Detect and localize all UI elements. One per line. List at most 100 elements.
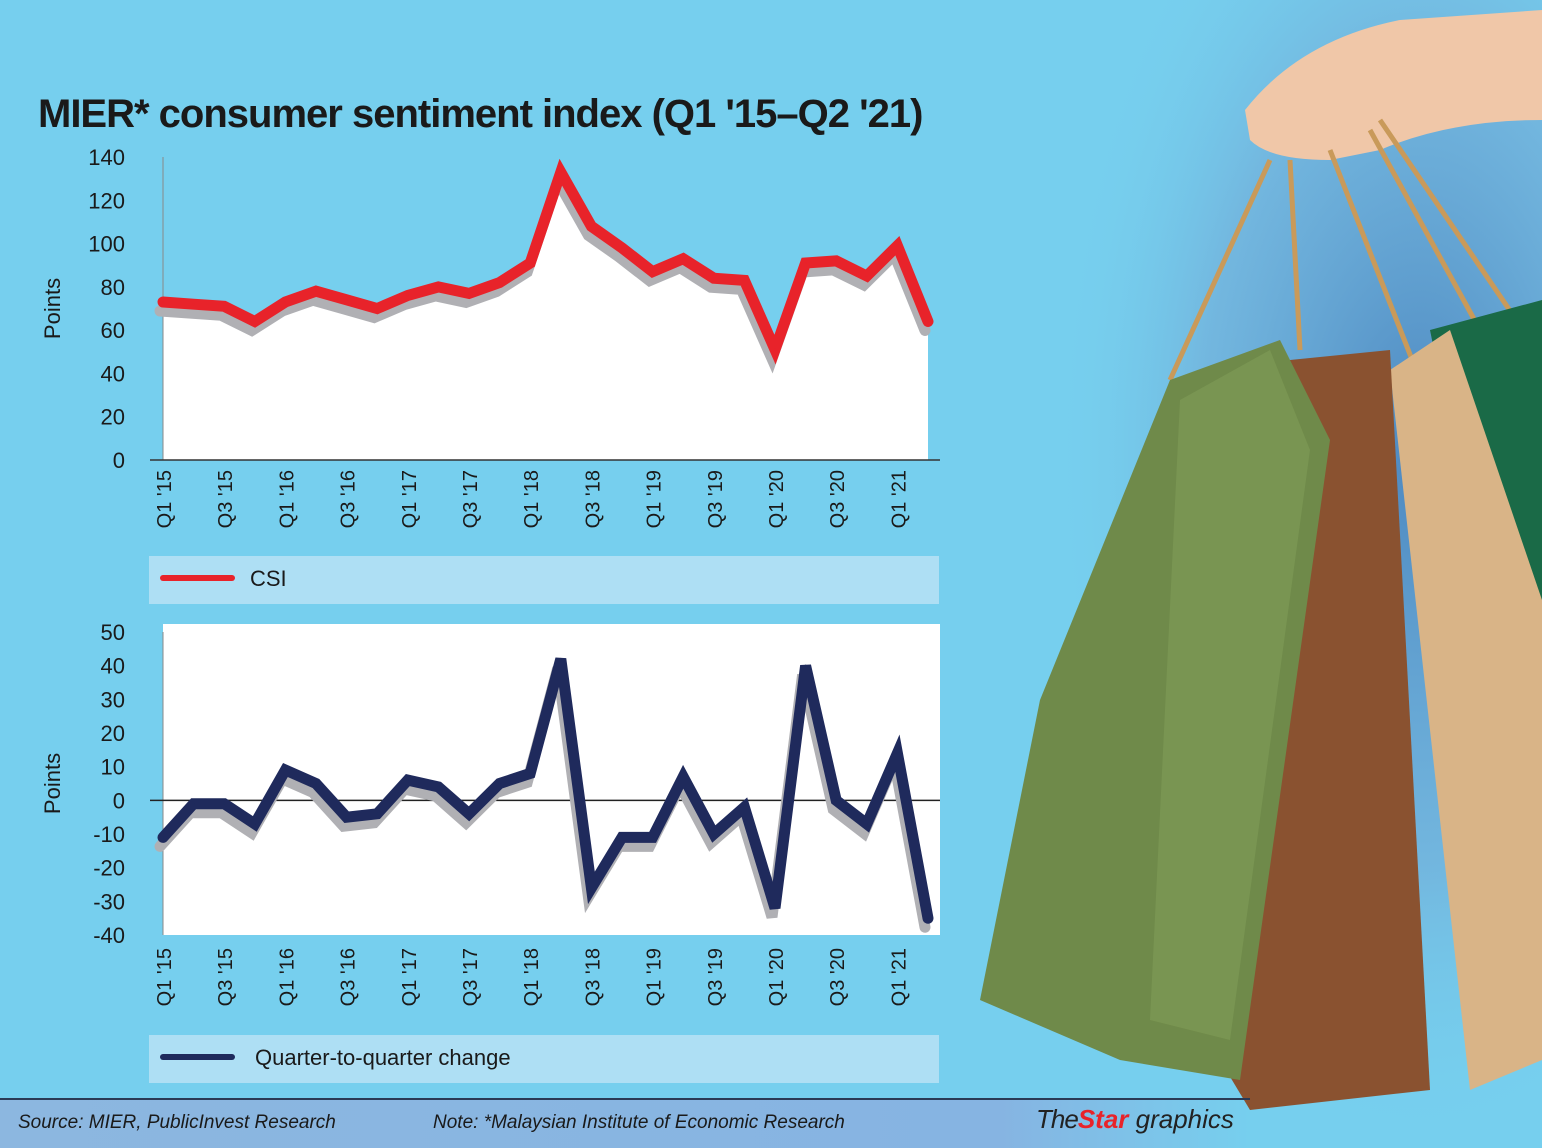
legend-label: Quarter-to-quarter change [255,1045,511,1070]
data-point [376,812,379,815]
logo-the: The [1036,1104,1079,1134]
data-point [162,301,164,304]
data-point [835,259,838,262]
data-point [498,281,501,284]
data-point [253,822,256,825]
data-point [804,262,807,265]
data-point [559,657,562,660]
data-point [284,769,287,772]
data-point [468,812,470,815]
data-point [651,270,654,273]
data-point [529,772,532,775]
chart-title: MIER* consumer sentiment index (Q1 '15–Q… [38,92,923,136]
note-text: Note: *Malaysian Institute of Economic R… [433,1112,845,1133]
legend-label: CSI [250,566,287,591]
y-tick-label: 10 [101,755,125,780]
data-point [223,802,226,805]
csi-area-fill [163,172,928,460]
data-point [896,752,899,755]
change-line [157,657,934,924]
data-point [621,836,623,839]
data-point [590,225,593,228]
x-tick-label: Q3 '20 [827,470,849,528]
data-point [223,305,226,308]
x-tick-label: Q1 '20 [766,948,788,1006]
x-tick-label: Q1 '21 [888,948,910,1006]
x-tick-label: Q3 '16 [338,470,360,528]
x-tick-label: Q3 '16 [338,948,360,1006]
x-tick-label: Q1 '18 [521,470,543,528]
data-point [865,275,868,278]
data-point [253,320,256,323]
y-tick-label: -10 [93,822,125,847]
data-point [774,907,776,910]
y-tick-label: 40 [101,361,125,386]
data-point [865,822,868,825]
thestar-graphics-logo: TheStar graphics [1036,1104,1234,1135]
data-point [162,836,164,839]
y-tick-label: 80 [101,275,125,300]
csi-line [157,158,934,365]
data-point [315,290,317,293]
data-point [774,348,776,351]
data-point [743,806,746,809]
y-tick-label: 40 [101,654,125,679]
data-point [896,244,899,247]
data-point [927,320,929,323]
x-tick-label: Q3 '15 [215,470,237,528]
x-tick-label: Q3 '19 [705,470,727,528]
data-point [345,298,348,301]
data-point [406,779,409,782]
data-point [835,799,838,802]
data-point [804,664,807,667]
source-text: Source: MIER, PublicInvest Research [18,1112,336,1133]
x-tick-label: Q3 '15 [215,948,237,1006]
data-point [437,785,440,788]
x-tick-label: Q3 '19 [705,948,727,1006]
data-point [927,917,929,920]
x-tick-label: Q1 '19 [644,948,666,1006]
y-tick-label: 20 [101,405,125,430]
x-tick-label: Q1 '18 [521,948,543,1006]
x-tick-label: Q1 '19 [644,470,666,528]
data-point [712,277,715,280]
x-tick-label: Q3 '18 [582,948,604,1006]
x-tick-label: Q3 '20 [827,948,849,1006]
y-tick-label: 100 [88,232,125,257]
y-axis-label: Points [40,753,65,814]
legend-box [149,556,939,604]
data-point [651,836,654,839]
logo-graphics: graphics [1135,1104,1234,1134]
data-point [682,257,685,260]
y-tick-label: -40 [93,923,125,948]
y-tick-label: 0 [113,788,125,813]
y-tick-label: -20 [93,856,125,881]
data-point [315,782,317,785]
data-point [345,816,348,819]
y-tick-label: 60 [101,318,125,343]
y-tick-label: -30 [93,889,125,914]
y-tick-label: 30 [101,687,125,712]
data-point [712,833,715,835]
y-tick-label: 20 [101,721,125,746]
x-tick-label: Q1 '16 [276,948,298,1006]
data-point [498,782,501,785]
x-tick-label: Q1 '15 [154,948,176,1006]
y-tick-label: 0 [113,448,125,473]
data-point [284,301,287,304]
data-point [682,775,685,778]
y-axis-label: Points [40,278,65,339]
shopping-bags-photo [980,10,1542,1110]
x-tick-label: Q1 '17 [399,948,421,1006]
x-tick-label: Q1 '17 [399,470,421,528]
logo-star: Star [1077,1104,1129,1134]
data-point [192,802,195,805]
data-point [376,307,379,310]
footer-bar: Source: MIER, PublicInvest Research Note… [0,1098,1250,1148]
x-tick-label: Q1 '20 [766,470,788,528]
x-tick-label: Q1 '21 [888,470,910,528]
x-tick-label: Q3 '17 [460,470,482,528]
x-tick-label: Q1 '15 [154,470,176,528]
y-tick-label: 120 [88,188,125,213]
data-point [590,886,593,889]
